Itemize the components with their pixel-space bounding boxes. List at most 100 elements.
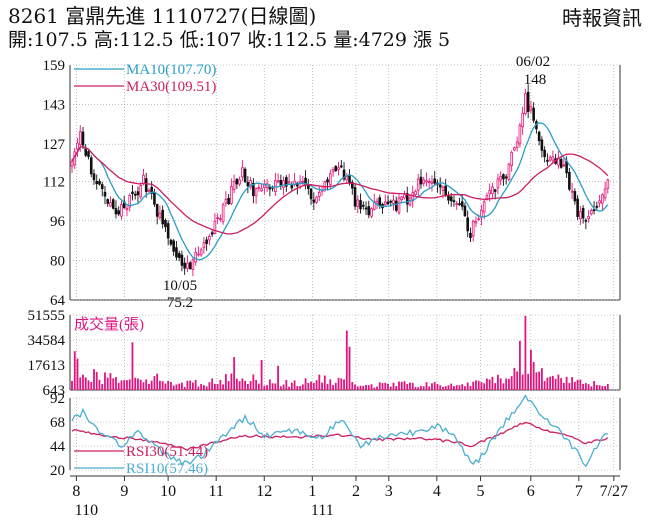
volume-bar	[315, 380, 318, 390]
volume-bar	[153, 376, 156, 390]
candle-body	[375, 200, 379, 204]
x-tick-label: 3	[385, 483, 393, 500]
volume-bar	[557, 374, 560, 390]
volume-bar	[472, 381, 475, 390]
candle-body	[444, 185, 448, 196]
volume-bar	[392, 382, 395, 390]
x-tick-label: 1	[308, 483, 316, 500]
candle-body	[312, 199, 316, 203]
volume-bar	[87, 380, 90, 390]
candle-body	[84, 148, 88, 156]
candle-body	[425, 180, 428, 183]
rsi-tick-label: 68	[50, 415, 65, 431]
candle-body	[529, 105, 533, 111]
rsi-tick-label: 44	[50, 439, 66, 455]
candle-body	[499, 175, 502, 181]
volume-bar	[164, 383, 167, 390]
volume-bar	[172, 385, 175, 390]
volume-bar	[224, 374, 227, 390]
price-tick-label: 96	[50, 214, 66, 230]
volume-bar	[436, 384, 439, 390]
volume-bar	[340, 378, 343, 390]
candle-body	[370, 208, 373, 217]
volume-bar	[532, 361, 535, 390]
volume-bar	[189, 380, 192, 390]
volume-bar	[307, 382, 310, 390]
volume-bar	[425, 382, 428, 390]
volume-bar	[230, 373, 233, 390]
volume-bar	[433, 382, 436, 390]
candle-body	[576, 198, 579, 217]
volume-bar	[186, 380, 189, 390]
candle-body	[246, 182, 250, 187]
rsi30-line	[71, 421, 609, 451]
candle-body	[243, 168, 247, 183]
volume-bar	[178, 383, 181, 390]
candle-body	[205, 239, 208, 244]
candle-body	[147, 189, 151, 192]
candle-body	[224, 199, 228, 204]
candle-body	[260, 188, 263, 192]
volume-bar	[285, 380, 288, 390]
candle-body	[210, 232, 214, 235]
volume-bar	[483, 383, 486, 390]
volume-bar	[211, 378, 214, 390]
volume-bar	[365, 384, 367, 390]
candle-body	[216, 217, 219, 220]
volume-bar	[252, 374, 255, 390]
volume-bar	[519, 340, 521, 390]
volume-bar	[213, 383, 216, 390]
candle-body	[329, 173, 332, 185]
volume-bar	[71, 380, 73, 390]
candle-body	[318, 191, 321, 197]
candle-body	[197, 253, 200, 256]
volume-bar	[554, 378, 557, 390]
volume-bar	[400, 381, 403, 390]
volume-bar	[279, 386, 282, 390]
volume-bar	[450, 383, 453, 390]
candle-body	[397, 197, 401, 214]
volume-bar	[428, 386, 431, 390]
candle-body	[142, 174, 145, 185]
volume-bar	[257, 383, 260, 390]
volume-bar	[192, 382, 194, 390]
candle-body	[350, 181, 354, 189]
candle-body	[92, 173, 96, 181]
candle-body	[521, 112, 524, 128]
candle-body	[221, 204, 225, 223]
candle-body	[199, 249, 203, 256]
volume-bar	[238, 381, 241, 390]
volume-bar	[181, 382, 183, 390]
volume-bar	[389, 386, 392, 390]
candle-body	[81, 131, 85, 146]
candle-body	[183, 262, 186, 269]
candle-body	[150, 186, 153, 194]
volume-bar	[159, 380, 161, 390]
candle-body	[526, 91, 530, 112]
volume-bar	[318, 374, 321, 390]
x-tick-label: 9	[120, 483, 128, 500]
volume-bar	[312, 382, 315, 390]
candle-body	[359, 200, 362, 210]
candle-body	[125, 207, 129, 211]
volume-bar	[263, 385, 266, 390]
volume-bar	[384, 382, 387, 390]
candle-body	[98, 180, 101, 185]
volume-bar	[345, 330, 348, 390]
low-value-label: 75.2	[167, 295, 193, 311]
volume-bar	[422, 386, 425, 390]
candle-body	[537, 131, 541, 142]
candle-body	[331, 169, 335, 173]
volume-bar	[516, 371, 519, 390]
volume-bar	[582, 383, 585, 390]
volume-label: 成交量(張)	[74, 315, 144, 333]
volume-bar	[601, 385, 604, 390]
candle-body	[309, 188, 313, 200]
volume-bar	[282, 384, 285, 390]
volume-bar	[395, 386, 398, 390]
volume-bar	[540, 368, 543, 390]
volume-bar	[497, 374, 499, 390]
volume-bar	[79, 377, 82, 390]
candle-body	[422, 179, 426, 184]
